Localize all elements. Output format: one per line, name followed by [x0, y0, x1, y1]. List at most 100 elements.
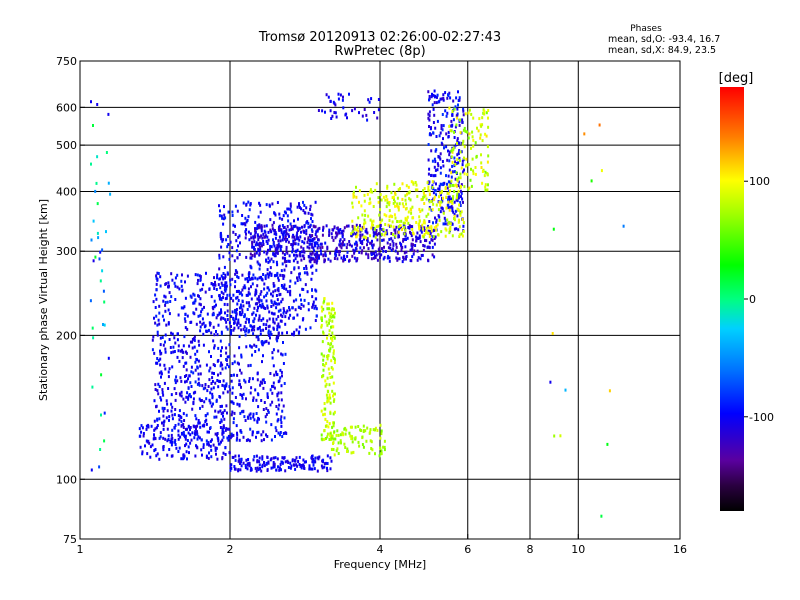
data-point — [355, 228, 358, 232]
data-point — [259, 467, 261, 470]
data-point — [239, 291, 242, 295]
data-point — [263, 250, 266, 254]
data-point — [296, 276, 298, 280]
data-point — [427, 112, 430, 116]
data-point — [608, 389, 611, 393]
data-point — [155, 405, 157, 409]
data-point — [262, 386, 265, 390]
data-point — [323, 412, 326, 416]
data-point — [199, 278, 202, 282]
data-point — [435, 218, 438, 222]
data-point — [235, 438, 238, 442]
data-point — [239, 468, 242, 472]
data-point — [276, 288, 279, 292]
data-point — [154, 321, 157, 325]
data-point — [89, 299, 92, 303]
data-point — [462, 221, 465, 225]
data-point — [405, 257, 407, 261]
data-point — [295, 456, 298, 460]
data-point — [247, 291, 250, 295]
data-point — [449, 227, 452, 231]
data-point — [316, 456, 319, 460]
data-point — [282, 362, 285, 365]
data-point — [146, 452, 149, 456]
data-point — [415, 183, 418, 187]
data-point — [467, 111, 470, 115]
data-point — [251, 430, 254, 434]
data-point — [222, 411, 225, 415]
data-point — [169, 300, 172, 303]
data-point — [241, 214, 244, 217]
data-point — [451, 170, 454, 174]
data-point — [468, 132, 471, 136]
data-point — [326, 454, 329, 458]
data-point — [358, 250, 361, 254]
data-point — [275, 250, 278, 254]
data-point — [369, 218, 372, 222]
data-point — [266, 455, 269, 459]
data-point — [261, 302, 264, 306]
data-point — [181, 348, 183, 352]
data-point — [232, 328, 235, 332]
data-point — [226, 309, 229, 313]
data-point — [225, 384, 228, 387]
data-point — [204, 386, 207, 390]
data-point — [457, 196, 460, 200]
data-point — [277, 331, 280, 335]
data-point — [363, 237, 365, 241]
data-point — [282, 214, 285, 218]
data-point — [314, 304, 317, 308]
data-point — [166, 409, 169, 413]
data-point — [439, 131, 442, 135]
data-point — [277, 245, 280, 249]
data-point — [207, 441, 210, 445]
data-point — [235, 317, 237, 321]
data-point — [353, 249, 356, 253]
data-point — [252, 396, 255, 400]
data-point — [245, 255, 248, 259]
data-point — [276, 298, 279, 302]
data-point — [230, 463, 233, 467]
data-point — [452, 146, 455, 150]
data-point — [260, 299, 263, 303]
data-point — [311, 245, 314, 249]
data-point — [446, 191, 449, 195]
data-point — [257, 215, 260, 219]
data-point — [258, 225, 261, 229]
data-point — [353, 256, 356, 260]
data-point — [192, 292, 195, 296]
data-point — [423, 187, 426, 191]
data-point — [324, 384, 327, 388]
data-point — [207, 456, 210, 460]
data-point — [381, 228, 384, 231]
data-point — [474, 141, 477, 145]
data-point — [449, 222, 452, 226]
data-point — [209, 391, 212, 395]
data-point — [105, 230, 107, 234]
data-point — [256, 277, 259, 281]
data-point — [331, 345, 334, 349]
data-point — [472, 116, 475, 120]
data-point — [428, 114, 431, 118]
data-point — [409, 259, 412, 262]
data-point — [197, 278, 199, 282]
data-point — [332, 437, 335, 441]
data-point — [103, 439, 106, 443]
data-point — [274, 231, 277, 235]
data-point — [421, 197, 424, 201]
data-point — [456, 178, 458, 182]
data-point — [462, 224, 465, 228]
data-point — [194, 390, 197, 394]
data-point — [326, 462, 329, 465]
data-point — [323, 429, 326, 432]
data-point — [288, 259, 291, 263]
data-point — [310, 212, 313, 216]
data-point — [200, 448, 203, 452]
data-point — [392, 195, 395, 199]
data-point — [322, 358, 325, 362]
data-point — [266, 435, 269, 438]
data-point — [430, 229, 433, 233]
data-point — [208, 321, 211, 325]
data-point — [154, 437, 157, 440]
data-point — [220, 297, 223, 301]
